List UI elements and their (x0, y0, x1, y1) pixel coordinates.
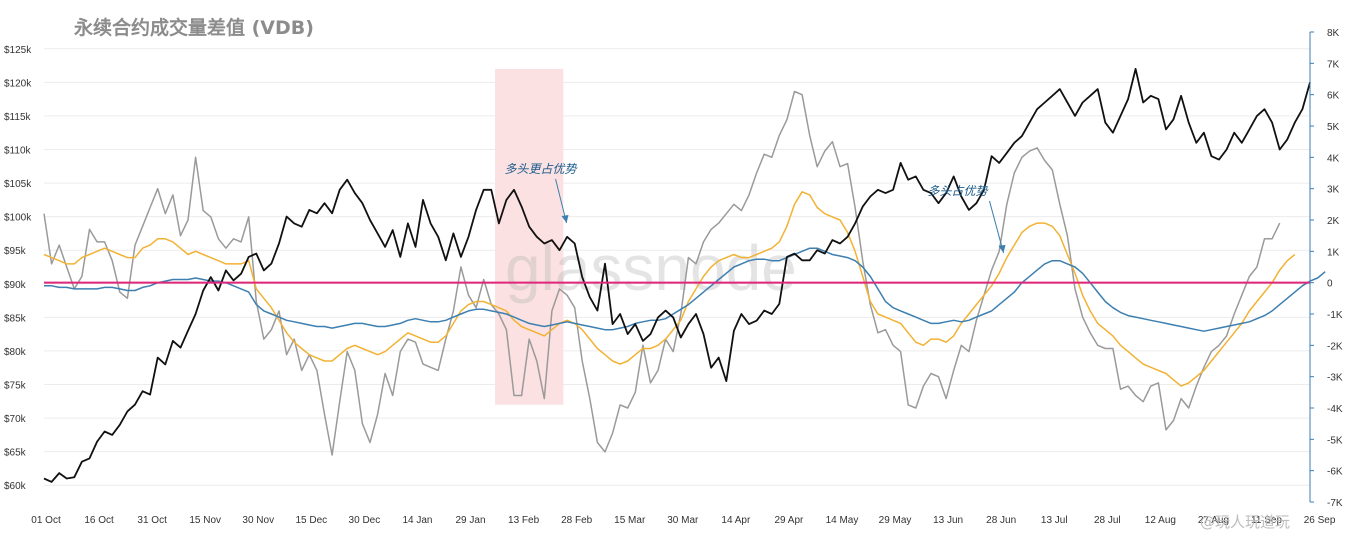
x-tick-label: 30 Dec (349, 515, 381, 526)
y-right-tick-label: 8K (1327, 28, 1340, 39)
x-tick-label: 12 Aug (1145, 515, 1176, 526)
y-left-tick-label: $60k (4, 481, 27, 492)
annotation-arrowhead (998, 244, 1006, 253)
right-axis-ticks: -7K -6K -5K -4K -3K -2K -1K 0 1K 2K 3K 4K 5K 6K 7K 8K (1310, 28, 1343, 509)
left-axis-ticks: $60k $65k $70k $75k $80k $85k $90k $95k $100k $10… (4, 45, 32, 492)
highlight-region (495, 68, 564, 405)
y-right-tick-label: -7K (1327, 498, 1343, 509)
y-right-tick-label: 4K (1327, 153, 1340, 164)
orange-series-line (43, 191, 1296, 387)
y-right-tick-label: 3K (1327, 185, 1340, 196)
series-layer (43, 68, 1326, 483)
y-right-tick-label: 7K (1327, 59, 1340, 70)
x-tick-label: 28 Jul (1094, 515, 1121, 526)
y-right-tick-label: -3K (1327, 373, 1343, 384)
y-right-tick-label: -6K (1327, 467, 1343, 478)
x-tick-label: 11 Sep (1251, 515, 1282, 526)
y-left-tick-label: $80k (4, 347, 27, 358)
y-left-tick-label: $75k (4, 381, 27, 392)
annotation-label: 多头占优势 (927, 184, 988, 198)
x-tick-label: 28 Feb (561, 515, 593, 526)
y-right-tick-label: 0 (1327, 279, 1333, 290)
x-tick-label: 01 Oct (31, 515, 61, 526)
watermark-text: glassnode (505, 232, 797, 304)
y-right-tick-label: 6K (1327, 91, 1340, 102)
x-tick-label: 26 Sep (1304, 515, 1336, 526)
grid-lines (44, 48, 1310, 486)
y-right-tick-label: 5K (1327, 122, 1340, 133)
x-tick-label: 14 Jan (402, 515, 432, 526)
y-left-tick-label: $100k (4, 213, 32, 224)
price-series-line (43, 68, 1311, 483)
x-tick-label: 29 May (879, 515, 912, 526)
x-tick-label: 14 May (826, 515, 859, 526)
x-tick-label: 15 Mar (614, 515, 646, 526)
x-tick-label: 13 Jul (1041, 515, 1068, 526)
y-left-tick-label: $125k (4, 45, 32, 56)
x-tick-label: 30 Nov (242, 515, 274, 526)
x-tick-label: 13 Jun (933, 515, 963, 526)
y-right-tick-label: 1K (1327, 247, 1340, 258)
x-tick-label: 16 Oct (84, 515, 114, 526)
y-left-tick-label: $105k (4, 179, 32, 190)
x-tick-label: 13 Feb (508, 515, 540, 526)
credit-text: @玩人玩道玩 (1200, 513, 1290, 531)
x-tick-label: 15 Nov (189, 515, 221, 526)
y-left-tick-label: $95k (4, 246, 27, 257)
annotation-arrow (989, 200, 1004, 254)
y-left-tick-label: $115k (4, 112, 32, 123)
x-tick-label: 14 Apr (721, 515, 751, 526)
chart-title: 永续合约成交量差值 (VDB) (73, 16, 314, 39)
x-tick-label: 15 Dec (295, 515, 327, 526)
y-right-tick-label: 2K (1327, 216, 1340, 227)
x-tick-label: 29 Apr (774, 515, 804, 526)
y-right-tick-label: -1K (1327, 310, 1343, 321)
y-right-tick-label: -4K (1327, 404, 1343, 415)
x-tick-label: 31 Oct (137, 515, 167, 526)
x-tick-label: 27 Aug (1198, 515, 1229, 526)
x-tick-label: 28 Jun (986, 515, 1016, 526)
y-left-tick-label: $120k (4, 78, 32, 89)
x-tick-label: 30 Mar (667, 515, 699, 526)
y-left-tick-label: $110k (4, 146, 32, 157)
blue-series-line (44, 247, 1326, 332)
y-right-tick-label: -2K (1327, 341, 1343, 352)
y-right-tick-label: -5K (1327, 435, 1343, 446)
y-left-tick-label: $70k (4, 414, 27, 425)
y-left-tick-label: $65k (4, 448, 27, 459)
y-left-tick-label: $85k (4, 313, 27, 324)
annotation-label: 多头更占优势 (505, 162, 578, 176)
gray-series-line (43, 90, 1281, 456)
annotation-arrowhead (561, 215, 569, 223)
x-tick-label: 29 Jan (456, 515, 486, 526)
y-left-tick-label: $90k (4, 280, 27, 291)
x-axis-ticks: 01 Oct 16 Oct 31 Oct 15 Nov 30 Nov 15 Dec 30 D… (31, 515, 1336, 526)
